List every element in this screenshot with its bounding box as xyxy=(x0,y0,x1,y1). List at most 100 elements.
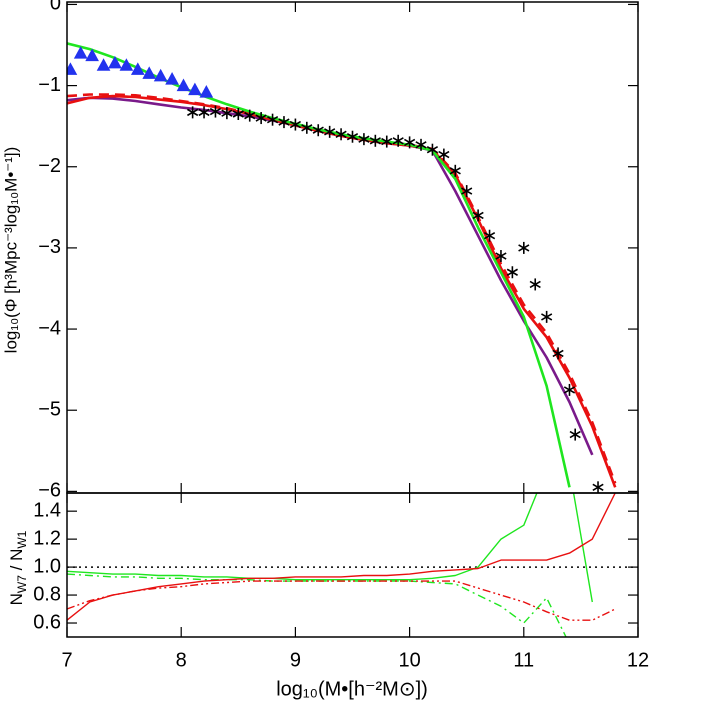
triangle-marker xyxy=(73,46,88,59)
asterisk-stroke xyxy=(404,138,416,147)
asterisk-stroke xyxy=(569,430,581,439)
asterisk-marker xyxy=(552,347,564,360)
series-line xyxy=(67,580,616,621)
asterisk-stroke xyxy=(426,146,439,154)
asterisk-stroke xyxy=(346,133,359,141)
asterisk-stroke xyxy=(358,135,370,143)
bottom-plot xyxy=(67,493,638,637)
series-line xyxy=(67,93,617,484)
asterisk-marker xyxy=(495,250,507,263)
asterisk-stroke xyxy=(483,232,496,240)
asterisk-marker xyxy=(426,143,439,156)
asterisk-stroke xyxy=(495,252,507,260)
asterisk-marker xyxy=(592,481,604,493)
asterisk-stroke xyxy=(187,108,199,117)
asterisk-marker xyxy=(278,116,290,129)
y-tick-label: −5 xyxy=(38,399,61,421)
label-part: W1 xyxy=(15,530,29,548)
label-part: / N xyxy=(7,549,26,575)
axes: 0 −1 −2 −3 −4 −5 −6 0.6 0.8 1.0 1.2 1.4 7 8 9 10 11 12 xyxy=(33,0,649,671)
asterisk-marker xyxy=(369,134,381,147)
series-line xyxy=(67,94,617,488)
asterisk-stroke xyxy=(289,120,301,129)
label-part: N xyxy=(7,593,26,605)
x-tick-label: 7 xyxy=(61,649,72,671)
asterisk-marker xyxy=(232,107,244,120)
asterisk-stroke xyxy=(461,187,473,195)
asterisk-marker xyxy=(518,241,530,254)
triangle-marker xyxy=(199,85,214,98)
asterisk-marker xyxy=(335,128,347,141)
x-tick-label: 9 xyxy=(290,649,301,671)
asterisk-marker xyxy=(198,106,210,119)
asterisk-marker xyxy=(541,310,553,323)
asterisk-marker xyxy=(415,138,427,151)
y-tick-label: 0 xyxy=(50,0,61,15)
y-tick-label: −4 xyxy=(38,317,61,339)
asterisk-marker xyxy=(221,107,233,120)
y-tick-label: 1.2 xyxy=(33,527,61,549)
asterisk-marker xyxy=(312,124,324,137)
triangle-marker xyxy=(142,66,157,79)
asterisk-stroke xyxy=(312,126,324,134)
y-tick-label: −2 xyxy=(38,155,61,177)
top-plot xyxy=(67,42,617,493)
y-tick-label: −6 xyxy=(38,480,61,502)
asterisk-stroke xyxy=(415,141,427,149)
asterisk-marker xyxy=(404,136,416,149)
asterisk-marker xyxy=(255,112,267,125)
asterisk-marker xyxy=(381,135,393,148)
asterisk-marker xyxy=(324,125,336,138)
y-tick-label: 1.4 xyxy=(33,499,61,521)
asterisk-marker xyxy=(358,133,370,146)
triangle-marker xyxy=(188,82,202,96)
asterisk-marker xyxy=(209,105,222,118)
asterisk-marker xyxy=(438,148,450,161)
triangle-marker xyxy=(119,58,134,71)
series-line xyxy=(67,493,616,621)
x-tick-label: 10 xyxy=(398,649,420,671)
asterisk-stroke xyxy=(335,130,347,138)
asterisk-stroke xyxy=(592,483,604,492)
asterisk-stroke xyxy=(232,110,244,118)
asterisk-stroke xyxy=(278,118,290,126)
y-tick-label: 1.0 xyxy=(33,555,61,577)
triangle-marker xyxy=(67,62,78,75)
asterisk-stroke xyxy=(438,150,450,159)
asterisk-marker xyxy=(266,113,279,126)
asterisk-stroke xyxy=(552,349,564,358)
asterisk-stroke xyxy=(301,124,313,132)
asterisk-stroke xyxy=(221,109,233,117)
x-tick-label: 11 xyxy=(513,649,534,671)
y-tick-label: −1 xyxy=(38,74,61,96)
triangle-marker xyxy=(85,48,99,62)
asterisk-marker xyxy=(301,121,313,134)
asterisk-stroke xyxy=(518,244,530,252)
triangle-marker xyxy=(153,68,168,82)
asterisk-marker xyxy=(483,229,496,242)
label-part: W7 xyxy=(15,575,29,593)
asterisk-stroke xyxy=(198,108,210,117)
y-tick-label: 0.8 xyxy=(33,583,61,605)
y-axis-label: log₁₀(Φ [h³Mpc⁻³log₁₀M•⁻¹]) xyxy=(1,147,20,354)
triangle-marker xyxy=(176,78,191,92)
series-line xyxy=(67,96,594,456)
asterisk-stroke xyxy=(392,137,404,145)
asterisk-stroke xyxy=(255,114,267,122)
asterisk-stroke xyxy=(506,268,518,276)
asterisk-stroke xyxy=(324,128,336,136)
x-tick-label: 12 xyxy=(627,649,649,671)
asterisk-marker xyxy=(529,278,541,291)
asterisk-marker xyxy=(569,428,581,441)
asterisk-stroke xyxy=(563,386,576,394)
asterisk-stroke xyxy=(449,167,461,175)
asterisk-stroke xyxy=(369,137,381,145)
series-line xyxy=(67,573,567,637)
asterisk-marker xyxy=(461,185,473,198)
triangle-marker xyxy=(130,62,145,75)
asterisk-marker xyxy=(392,134,404,147)
asterisk-marker xyxy=(563,383,576,396)
x-tick-label: 8 xyxy=(176,649,187,671)
